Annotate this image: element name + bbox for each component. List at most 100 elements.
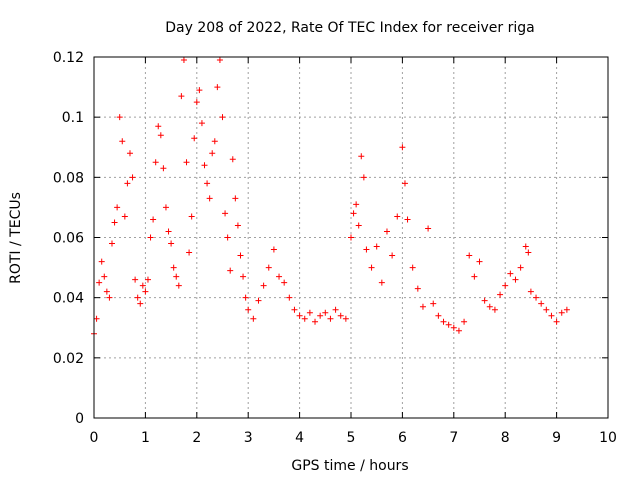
x-tick-label: 5 <box>347 430 356 446</box>
data-point <box>152 159 159 166</box>
data-point <box>286 294 293 301</box>
data-point <box>132 276 139 283</box>
data-point <box>137 300 144 307</box>
data-point <box>165 228 172 235</box>
data-point <box>378 279 385 286</box>
data-point <box>193 99 200 106</box>
data-point <box>134 294 141 301</box>
data-point <box>216 57 223 64</box>
data-point <box>355 222 362 229</box>
data-point <box>337 312 344 319</box>
data-point <box>327 315 334 322</box>
data-point <box>450 324 457 331</box>
data-point <box>517 264 524 271</box>
data-point <box>563 306 570 313</box>
data-point <box>260 282 267 289</box>
y-tick-label: 0.12 <box>53 50 84 66</box>
x-tick-label: 9 <box>552 430 561 446</box>
data-point <box>96 279 103 286</box>
x-ticks: 0 1 2 3 4 5 6 7 8 9 10 <box>90 57 617 446</box>
data-point <box>401 180 408 187</box>
data-point <box>533 294 540 301</box>
data-point <box>497 291 504 298</box>
data-point <box>296 312 303 319</box>
data-point <box>191 135 198 142</box>
data-point <box>168 240 175 247</box>
y-tick-label: 0.04 <box>53 291 84 307</box>
y-tick-label: 0.06 <box>53 231 84 247</box>
data-point <box>227 267 234 274</box>
data-point <box>399 144 406 151</box>
data-point <box>201 162 208 169</box>
data-point <box>491 306 498 313</box>
data-point <box>306 309 313 316</box>
data-point <box>507 270 514 277</box>
data-point <box>525 249 532 256</box>
y-tick-label: 0 <box>75 411 84 427</box>
data-point <box>178 93 185 100</box>
data-point <box>147 234 154 241</box>
data-point <box>363 246 370 253</box>
data-point <box>124 180 131 187</box>
data-point <box>204 180 211 187</box>
data-point <box>206 195 213 202</box>
data-point <box>445 321 452 328</box>
data-point <box>265 264 272 271</box>
data-point <box>538 300 545 307</box>
data-point <box>155 123 162 130</box>
data-point <box>175 282 182 289</box>
data-point <box>157 132 164 139</box>
y-ticks: 0 0.02 0.04 0.06 0.08 0.1 0.12 <box>53 50 608 427</box>
data-point <box>512 276 519 283</box>
y-tick-label: 0.08 <box>53 170 84 186</box>
x-tick-label: 8 <box>501 430 510 446</box>
data-point <box>322 309 329 316</box>
data-point <box>219 114 226 121</box>
data-point <box>250 315 257 322</box>
data-point <box>419 303 426 310</box>
data-point <box>103 288 110 295</box>
data-point <box>126 150 133 157</box>
data-point <box>180 57 187 64</box>
data-point <box>360 174 367 181</box>
data-point <box>332 306 339 313</box>
data-point <box>214 84 221 91</box>
x-tick-label: 1 <box>141 430 150 446</box>
data-point <box>119 138 126 145</box>
data-point <box>471 273 478 280</box>
data-point <box>142 288 149 295</box>
data-point <box>466 252 473 259</box>
data-point <box>111 219 118 226</box>
data-point <box>527 288 534 295</box>
data-point <box>342 315 349 322</box>
data-point <box>425 225 432 232</box>
data-point <box>255 297 262 304</box>
data-point <box>101 273 108 280</box>
data-point <box>139 282 146 289</box>
data-point <box>224 234 231 241</box>
x-tick-label: 4 <box>295 430 304 446</box>
data-point <box>196 87 203 94</box>
data-point <box>160 165 167 172</box>
data-point <box>358 153 365 160</box>
x-tick-label: 3 <box>244 430 253 446</box>
y-tick-label: 0.1 <box>62 110 84 126</box>
data-point <box>173 273 180 280</box>
data-point <box>108 240 115 247</box>
data-point <box>170 264 177 271</box>
data-point <box>430 300 437 307</box>
y-tick-label: 0.02 <box>53 351 84 367</box>
data-point <box>114 204 121 211</box>
data-point <box>502 282 509 289</box>
data-point <box>312 318 319 325</box>
data-point <box>383 228 390 235</box>
data-point <box>522 243 529 250</box>
x-axis-label: GPS time / hours <box>291 458 408 474</box>
data-point <box>404 216 411 223</box>
data-point <box>162 204 169 211</box>
data-point <box>209 150 216 157</box>
data-point <box>237 252 244 259</box>
data-point <box>481 297 488 304</box>
